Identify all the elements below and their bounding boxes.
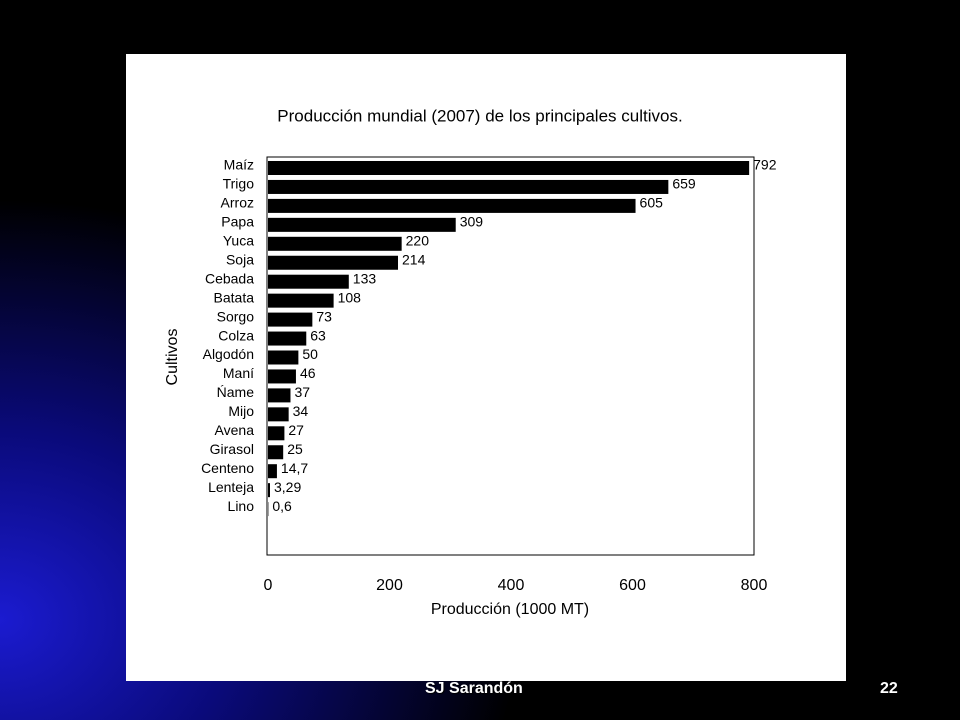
y-tick-label: Cebada bbox=[205, 270, 254, 286]
value-label: 50 bbox=[302, 346, 318, 362]
x-tick-label: 800 bbox=[741, 577, 768, 594]
y-tick-label: Sorgo bbox=[217, 308, 255, 324]
value-label: 46 bbox=[300, 365, 316, 381]
value-label: 73 bbox=[316, 308, 332, 324]
y-tick-label: Mijo bbox=[228, 403, 254, 419]
bar bbox=[268, 198, 636, 213]
value-label: 792 bbox=[753, 157, 777, 173]
bar bbox=[268, 236, 402, 251]
footer-page: 22 bbox=[880, 680, 898, 697]
value-label: 605 bbox=[640, 195, 664, 211]
bar bbox=[268, 161, 750, 175]
y-tick-label: Girasol bbox=[210, 441, 254, 457]
y-tick-label: Lino bbox=[228, 498, 255, 514]
value-label: 0,6 bbox=[272, 498, 292, 514]
y-tick-label: Trigo bbox=[223, 176, 255, 192]
value-label: 63 bbox=[310, 327, 326, 343]
bar bbox=[268, 426, 285, 441]
value-label: 220 bbox=[406, 233, 430, 249]
bar bbox=[268, 255, 399, 270]
bar bbox=[268, 483, 270, 498]
bar bbox=[268, 274, 349, 289]
value-label: 34 bbox=[293, 403, 309, 419]
y-tick-label: Arroz bbox=[221, 195, 254, 211]
y-tick-label: Algodón bbox=[203, 346, 254, 362]
x-tick-label: 600 bbox=[619, 577, 646, 594]
y-tick-label: Avena bbox=[215, 422, 255, 438]
y-tick-label: Soja bbox=[226, 251, 254, 267]
y-tick-label: Centeno bbox=[201, 460, 254, 476]
y-tick-label: Maní bbox=[223, 365, 254, 381]
value-label: 108 bbox=[338, 289, 362, 305]
bar bbox=[268, 407, 289, 422]
bar bbox=[268, 445, 284, 460]
value-label: 37 bbox=[294, 384, 310, 400]
bar bbox=[268, 331, 307, 346]
value-label: 25 bbox=[287, 441, 303, 457]
bar bbox=[268, 369, 296, 384]
bar bbox=[268, 312, 313, 327]
x-axis-label: Producción (1000 MT) bbox=[431, 601, 589, 618]
value-label: 133 bbox=[353, 270, 377, 286]
plot-frame bbox=[266, 156, 755, 556]
y-tick-label: Lenteja bbox=[208, 479, 254, 495]
value-label: 214 bbox=[402, 251, 426, 267]
x-tick-label: 0 bbox=[264, 577, 273, 594]
bar bbox=[268, 179, 669, 194]
y-tick-label: Papa bbox=[221, 214, 254, 230]
x-tick-label: 200 bbox=[376, 577, 403, 594]
y-tick-label: Maíz bbox=[224, 157, 254, 173]
chart: Producción mundial (2007) de los princip… bbox=[126, 54, 846, 681]
value-label: 27 bbox=[288, 422, 304, 438]
y-tick-label: Colza bbox=[218, 327, 254, 343]
value-label: 14,7 bbox=[281, 460, 308, 476]
y-tick-label: Ńame bbox=[217, 384, 255, 400]
footer-author: SJ Sarandón bbox=[425, 680, 523, 697]
y-tick-label: Yuca bbox=[223, 233, 254, 249]
chart-background bbox=[126, 54, 846, 681]
y-axis-label: Cultivos bbox=[164, 329, 181, 386]
value-label: 659 bbox=[672, 176, 696, 192]
bar bbox=[268, 388, 291, 403]
chart-title: Producción mundial (2007) de los princip… bbox=[277, 106, 682, 125]
bar bbox=[268, 350, 299, 365]
y-tick-label: Batata bbox=[214, 289, 255, 305]
x-tick-label: 400 bbox=[498, 577, 525, 594]
value-label: 3,29 bbox=[274, 479, 301, 495]
bar bbox=[268, 464, 277, 479]
bar bbox=[268, 217, 456, 232]
bar bbox=[268, 293, 334, 308]
value-label: 309 bbox=[460, 214, 484, 230]
